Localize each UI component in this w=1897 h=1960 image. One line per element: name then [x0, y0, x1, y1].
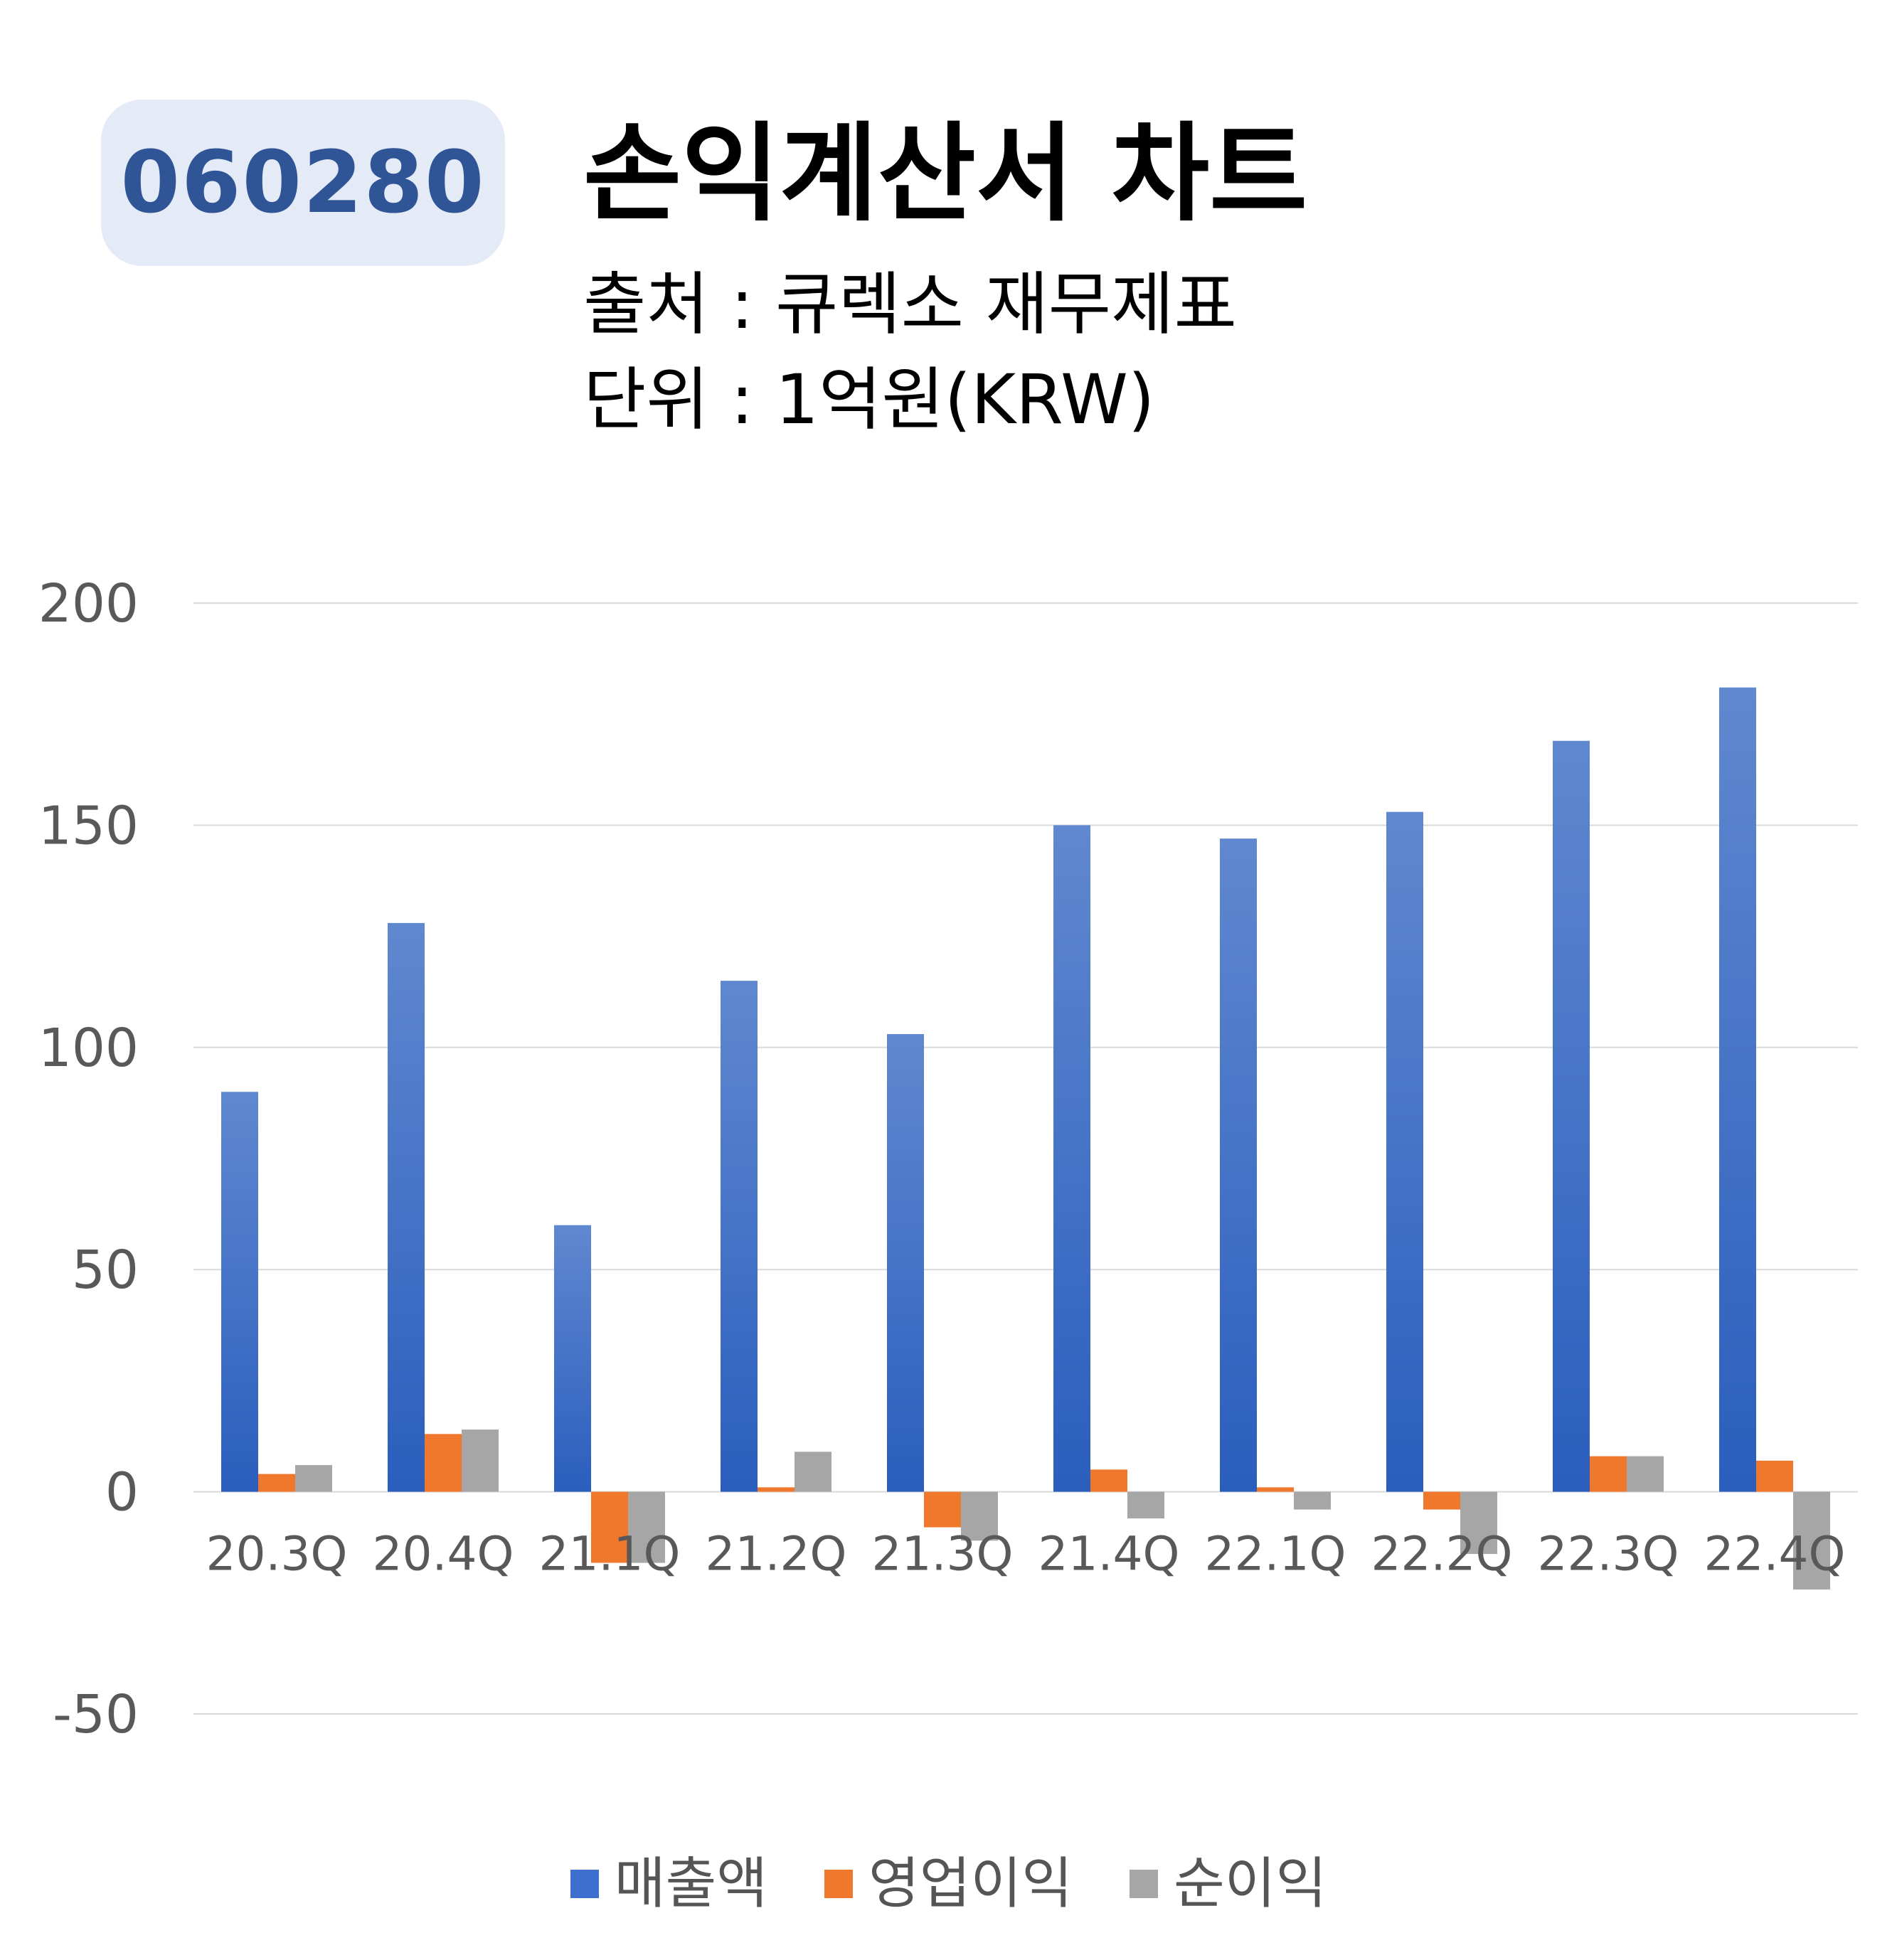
x-tick-label: 22.3Q — [1538, 1527, 1679, 1582]
bar-operating-profit — [425, 1434, 462, 1492]
bar-net-income — [1793, 1491, 1830, 1590]
bar-operating-profit — [758, 1487, 795, 1492]
bar-operating-profit — [1590, 1456, 1627, 1492]
bar-operating-profit — [591, 1491, 628, 1563]
bar-operating-profit — [924, 1491, 961, 1528]
y-tick-label: 0 — [105, 1462, 139, 1523]
source-text: 출처 : 큐렉소 재무제표 — [583, 265, 1237, 344]
x-tick-label: 21.2Q — [706, 1527, 847, 1582]
bar-net-income — [1460, 1491, 1497, 1555]
x-tick-label: 21.1Q — [539, 1527, 681, 1582]
legend-label-net-income: 순이익 — [1174, 1852, 1327, 1916]
bar-sales — [1386, 811, 1423, 1492]
bar-net-income — [1294, 1491, 1331, 1510]
bar-sales — [1053, 825, 1090, 1492]
bar-net-income — [1627, 1456, 1664, 1492]
legend-item-net-income: 순이익 — [1130, 1856, 1327, 1912]
bar-sales — [554, 1225, 591, 1492]
legend-label-operating-profit: 영업이익 — [868, 1852, 1073, 1916]
y-tick-label: 200 — [38, 573, 139, 634]
y-tick-label: 50 — [72, 1240, 139, 1301]
legend-swatch-net-income — [1130, 1870, 1159, 1898]
y-tick-label: 100 — [38, 1018, 139, 1079]
chart-title: 손익계산서 차트 — [583, 112, 1308, 236]
bar-chart: -50 0 50 100 150 200 20.3Q 20.4Q 21.1Q 21.2Q 21.3Q… — [38, 573, 1858, 1745]
bar-sales — [1553, 740, 1590, 1492]
y-tick-label: -50 — [53, 1684, 139, 1745]
x-tick-label: 20.4Q — [373, 1527, 514, 1582]
bar-sales — [1220, 838, 1257, 1492]
bar-sales — [1719, 687, 1756, 1492]
bar-operating-profit — [258, 1474, 295, 1492]
legend: 매출액 영업이익 순이익 — [0, 1856, 1897, 1912]
legend-item-sales: 매출액 — [570, 1856, 767, 1912]
x-tick-label: 22.4Q — [1704, 1527, 1846, 1582]
bar-net-income — [961, 1491, 998, 1541]
bar-sales — [221, 1092, 258, 1492]
legend-swatch-sales — [570, 1870, 599, 1898]
legend-item-operating-profit: 영업이익 — [824, 1856, 1073, 1912]
bar-net-income — [1127, 1491, 1164, 1519]
bar-operating-profit — [1423, 1491, 1460, 1510]
bar-net-income — [628, 1491, 665, 1563]
ticker-badge: 060280 — [101, 100, 505, 266]
bar-sales — [887, 1034, 924, 1492]
bar-operating-profit — [1257, 1487, 1294, 1492]
bar-net-income — [462, 1429, 499, 1492]
y-tick-label: 150 — [38, 795, 139, 856]
legend-label-sales: 매출액 — [614, 1852, 767, 1916]
ticker-code: 060280 — [120, 133, 486, 233]
x-tick-label: 20.3Q — [206, 1527, 348, 1582]
x-tick-label: 22.2Q — [1371, 1527, 1513, 1582]
bar-net-income — [295, 1465, 332, 1492]
bar-sales — [721, 981, 758, 1492]
bar-operating-profit — [1756, 1460, 1793, 1492]
legend-swatch-operating-profit — [824, 1870, 853, 1898]
unit-text: 단위 : 1억원(KRW) — [583, 360, 1155, 440]
x-tick-label: 21.3Q — [872, 1527, 1014, 1582]
x-tick-label: 22.1Q — [1205, 1527, 1346, 1582]
bar-sales — [388, 922, 425, 1492]
bar-net-income — [795, 1452, 831, 1492]
bar-operating-profit — [1090, 1469, 1127, 1492]
x-tick-label: 21.4Q — [1038, 1527, 1180, 1582]
